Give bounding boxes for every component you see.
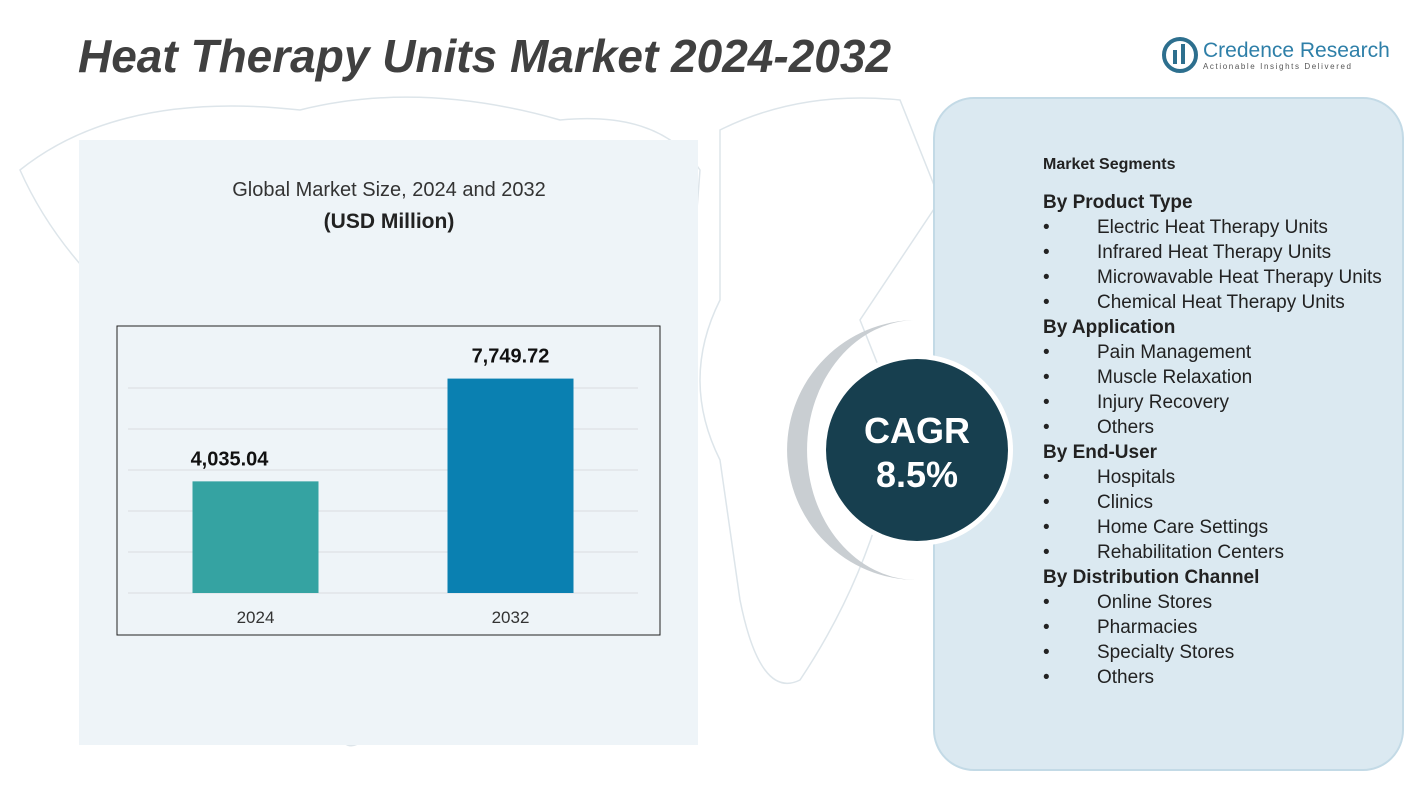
bullet: •	[1043, 417, 1050, 438]
bullet: •	[1043, 517, 1050, 538]
bullet: •	[1043, 367, 1050, 388]
cagr-value: 8.5%	[876, 454, 958, 495]
bullet: •	[1043, 467, 1050, 488]
bar	[192, 481, 319, 593]
bullet: •	[1043, 492, 1050, 513]
bar	[447, 378, 574, 593]
logo-tagline: Actionable Insights Delivered	[1203, 62, 1353, 71]
chart-subtitle: (USD Million)	[324, 210, 455, 233]
logo: Credence Research Actionable Insights De…	[1162, 37, 1390, 73]
bullet: •	[1043, 542, 1050, 563]
segment-item: • Specialty Stores	[1043, 640, 1386, 665]
segment-item: • Pain Management	[1043, 340, 1386, 365]
bars: 2024 4,035.04 2032 7,749.72	[191, 346, 574, 627]
bullet: •	[1043, 667, 1050, 688]
chart-panel	[79, 140, 698, 745]
segment-item-text: Chemical Heat Therapy Units	[1097, 292, 1345, 313]
cagr-arc	[787, 320, 917, 580]
x-tick-label: 2024	[237, 608, 275, 627]
segment-item-text: Muscle Relaxation	[1097, 367, 1253, 388]
segment-item: • Infrared Heat Therapy Units	[1043, 240, 1386, 265]
segment-item: • Pharmacies	[1043, 615, 1386, 640]
segment-item-text: Infrared Heat Therapy Units	[1097, 242, 1332, 263]
value-label: 7,749.72	[472, 346, 550, 368]
bullet: •	[1043, 242, 1050, 263]
cagr-circle	[826, 359, 1008, 541]
segment-item-text: Others	[1097, 667, 1155, 688]
segment-item-text: Pain Management	[1097, 342, 1252, 363]
logo-name: Credence Research	[1203, 39, 1390, 62]
segment-item: • Others	[1043, 415, 1386, 440]
cagr-label: CAGR	[864, 410, 970, 451]
bullet: •	[1043, 392, 1050, 413]
segment-item: • Electric Heat Therapy Units	[1043, 215, 1386, 240]
segment-item: • Muscle Relaxation	[1043, 365, 1386, 390]
x-tick-label: 2032	[492, 608, 530, 627]
logo-icon	[1181, 44, 1185, 64]
segment-group-title: By Product Type	[1043, 192, 1193, 213]
segment-group-title: By End-User	[1043, 442, 1158, 463]
segment-item-text: Others	[1097, 417, 1155, 438]
segment-item: • Hospitals	[1043, 465, 1386, 490]
segment-group-title: By Application	[1043, 317, 1176, 338]
segment-item-text: Hospitals	[1097, 467, 1176, 488]
segment-item-text: Online Stores	[1097, 592, 1213, 613]
segment-item: • Injury Recovery	[1043, 390, 1386, 415]
segment-item-text: Rehabilitation Centers	[1097, 542, 1284, 563]
bullet: •	[1043, 267, 1050, 288]
segment-item-text: Microwavable Heat Therapy Units	[1097, 267, 1382, 288]
chart-title: Global Market Size, 2024 and 2032	[232, 179, 546, 201]
segments-title: Market Segments	[1043, 156, 1176, 173]
logo-icon	[1173, 50, 1177, 64]
segment-item: • Rehabilitation Centers	[1043, 540, 1386, 565]
segment-item-text: Injury Recovery	[1097, 392, 1229, 413]
bullet: •	[1043, 617, 1050, 638]
page-title: Heat Therapy Units Market 2024-2032	[78, 30, 891, 82]
segment-item: • Microwavable Heat Therapy Units	[1043, 265, 1386, 290]
segment-item: • Others	[1043, 665, 1386, 690]
value-label: 4,035.04	[191, 448, 270, 470]
bullet: •	[1043, 217, 1050, 238]
segment-item: • Chemical Heat Therapy Units	[1043, 290, 1386, 315]
segments: Market Segments By Product Type • Electric…	[1043, 152, 1393, 690]
plot-frame	[116, 325, 661, 636]
logo-icon	[1162, 37, 1198, 73]
segment-item: • Clinics	[1043, 490, 1386, 515]
bullet: •	[1043, 642, 1050, 663]
segment-item: • Online Stores	[1043, 590, 1386, 615]
bullet: •	[1043, 342, 1050, 363]
segment-item-text: Clinics	[1097, 492, 1153, 513]
bullet: •	[1043, 292, 1050, 313]
bullet: •	[1043, 592, 1050, 613]
segment-item-text: Electric Heat Therapy Units	[1097, 217, 1328, 238]
segment-item-text: Home Care Settings	[1097, 517, 1269, 538]
segment-item-text: Specialty Stores	[1097, 642, 1235, 663]
segment-item-text: Pharmacies	[1097, 617, 1198, 638]
segment-group-title: By Distribution Channel	[1043, 567, 1260, 588]
segment-item: • Home Care Settings	[1043, 515, 1386, 540]
